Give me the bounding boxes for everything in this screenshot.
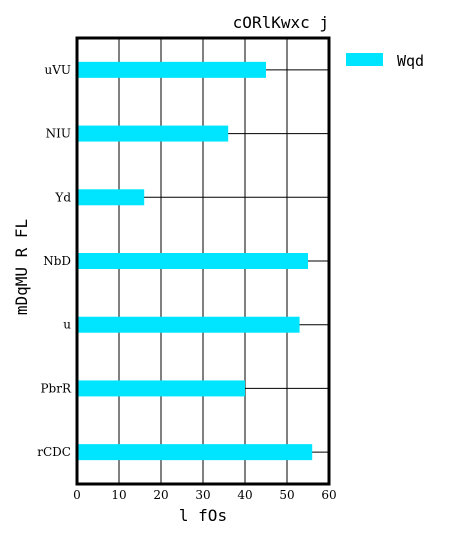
x-tick-label: 20 [153, 488, 168, 502]
y-axis-label: mDqMU R FL [12, 219, 31, 315]
bar-uVU [77, 62, 266, 78]
y-tick-label: Yd [54, 190, 71, 204]
bar-rCDC [77, 444, 312, 460]
x-tick-label: 30 [195, 488, 210, 502]
x-tick-label: 60 [321, 488, 336, 502]
legend-swatch [346, 53, 383, 66]
bar-NIU [77, 126, 228, 142]
y-tick-label: rCDC [37, 445, 71, 459]
bars [77, 62, 312, 460]
y-tick-label: u [63, 318, 71, 332]
x-tick-label: 50 [279, 488, 294, 502]
x-tick-label: 40 [237, 488, 252, 502]
y-tick-label: NbD [43, 254, 71, 268]
x-tick-label: 0 [73, 488, 81, 502]
chart-title: cORlKwxc j [233, 13, 329, 32]
x-axis-label: l fOs [179, 506, 227, 525]
y-tick-label: uVU [44, 63, 71, 77]
legend: Wqd [346, 52, 424, 70]
x-tick-label: 10 [111, 488, 126, 502]
y-tick-label: NIU [46, 127, 71, 141]
bar-NbD [77, 253, 308, 269]
y-tick-label: PbrR [40, 381, 71, 395]
x-tick-labels: 0 10 20 30 40 50 60 [73, 488, 336, 502]
bar-u [77, 317, 300, 333]
bar-PbrR [77, 380, 245, 396]
bar-Yd [77, 189, 144, 205]
legend-label: Wqd [397, 52, 424, 70]
y-tick-labels: uVU NIU Yd NbD u PbrR rCDC [37, 63, 72, 459]
